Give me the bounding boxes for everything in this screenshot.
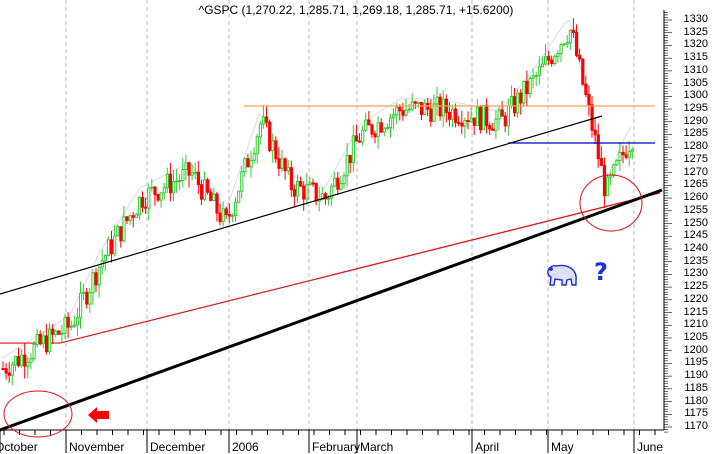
- price-tick-label: 1215: [683, 305, 708, 318]
- candles: [1, 18, 634, 386]
- price-tick-label: 1225: [683, 280, 708, 293]
- price-tick-label: 1220: [683, 292, 708, 305]
- price-tick-label: 1230: [683, 267, 708, 280]
- price-axis: [663, 10, 672, 433]
- price-tick-label: 1235: [683, 254, 708, 267]
- month-label: May: [551, 440, 574, 454]
- price-tick-label: 1200: [683, 343, 708, 356]
- price-tick-label: 1240: [683, 241, 708, 254]
- month-label: April: [475, 440, 500, 454]
- month-label: March: [360, 440, 394, 454]
- month-label: June: [637, 440, 664, 454]
- chart-title: ^GSPC (1,270.22, 1,285.71, 1,269.18, 1,2…: [198, 3, 514, 17]
- price-tick-label: 1265: [683, 178, 708, 191]
- month-label: 2006: [232, 440, 259, 454]
- price-tick-label: 1320: [683, 38, 708, 51]
- month-label: November: [69, 440, 125, 454]
- month-label: October: [0, 440, 38, 454]
- price-tick-label: 1330: [683, 13, 708, 25]
- month-label: February: [312, 440, 361, 454]
- month-gridlines: [65, 0, 635, 430]
- price-tick-label: 1260: [683, 191, 708, 204]
- left-arrow-icon: [88, 407, 109, 423]
- price-tick-label: 1310: [683, 63, 708, 76]
- price-tick-label: 1180: [684, 394, 708, 407]
- price-tick-label: 1205: [683, 330, 708, 343]
- price-tick-label: 1190: [684, 369, 708, 382]
- month-label: December: [150, 440, 206, 454]
- long-moving-average-line: [0, 192, 661, 344]
- price-tick-label: 1255: [683, 203, 708, 216]
- question-mark: ?: [594, 258, 608, 286]
- price-tick-label: 1210: [683, 318, 708, 331]
- oct-low-circle: [3, 390, 73, 438]
- price-tick-label: 1195: [684, 356, 708, 369]
- price-tick-label: 1175: [684, 407, 708, 420]
- price-tick-label: 1270: [683, 165, 708, 178]
- may-low-circle: [579, 174, 643, 232]
- upper-trendline: [0, 115, 603, 295]
- price-tick-label: 1250: [683, 216, 708, 229]
- price-tick-label: 1275: [683, 152, 708, 165]
- lower-trendline: [0, 188, 663, 432]
- price-tick-label: 1170: [684, 420, 708, 432]
- price-tick-label: 1305: [683, 76, 708, 89]
- price-tick-label: 1290: [683, 114, 708, 127]
- price-tick-label: 1300: [683, 89, 708, 102]
- price-tick-label: 1285: [683, 127, 708, 140]
- price-tick-label: 1185: [684, 381, 708, 394]
- price-tick-label: 1280: [683, 140, 708, 153]
- price-tick-label: 1295: [683, 102, 708, 115]
- time-axis: [0, 429, 664, 453]
- price-tick-label: 1325: [683, 25, 708, 38]
- price-tick-label: 1315: [683, 51, 708, 64]
- price-tick-label: 1245: [683, 229, 708, 242]
- bear-icon: [547, 264, 577, 286]
